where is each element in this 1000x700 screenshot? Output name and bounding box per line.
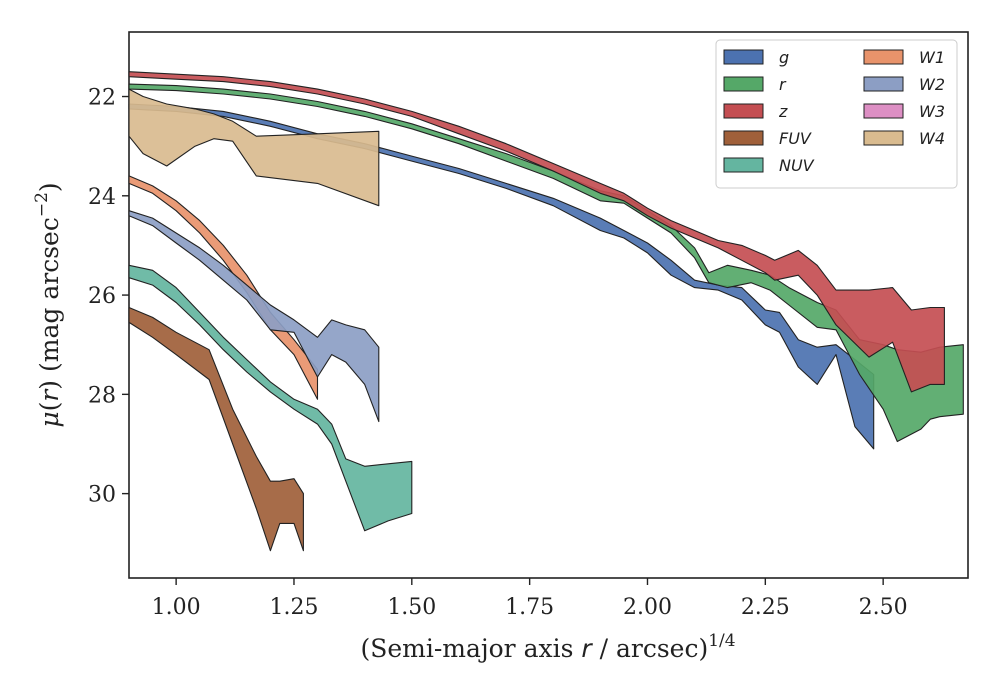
- band-w2: [128, 210, 380, 423]
- x-tick-label: 2.25: [741, 595, 790, 620]
- y-tick-label: 30: [88, 483, 116, 508]
- legend: grz FUV NUV W1 W2 W3 W4: [715, 39, 958, 189]
- legend-label-nuv: NUV: [779, 156, 815, 175]
- profile-bands: [128, 71, 964, 552]
- axis-ticks: 1.00 1.25 1.50 1.75 2.00 2.25 2.50 22 24 26 28 30: [88, 86, 908, 620]
- x-tick-label: 2.00: [623, 595, 672, 620]
- legend-swatch-r: [723, 76, 764, 92]
- x-tick-label: 1.00: [152, 595, 201, 620]
- legend-label-r: r: [779, 75, 787, 94]
- legend-swatch-fuv: [723, 130, 764, 146]
- legend-label-fuv: FUV: [779, 129, 812, 148]
- y-tick-label: 22: [88, 86, 116, 111]
- legend-swatch-nuv: [723, 157, 764, 173]
- x-tick-label: 1.25: [269, 595, 318, 620]
- band-w4: [128, 88, 380, 207]
- legend-label-g: g: [779, 48, 789, 67]
- legend-swatch-w2: [863, 76, 904, 92]
- legend-swatch-w3: [863, 103, 904, 119]
- legend-swatch-z: [723, 103, 764, 119]
- band-w1: [128, 175, 319, 400]
- legend-label-w4: W4: [919, 129, 945, 148]
- legend-label-w1: W1: [919, 48, 945, 67]
- y-tick-label: 28: [88, 383, 116, 408]
- legend-swatch-g: [723, 49, 764, 65]
- legend-label-w3: W3: [919, 102, 945, 121]
- y-tick-label: 24: [88, 185, 116, 210]
- y-tick-label: 26: [88, 284, 116, 309]
- band-nuv: [128, 264, 413, 532]
- x-tick-label: 2.50: [859, 595, 908, 620]
- legend-label-w2: W2: [919, 75, 945, 94]
- x-tick-label: 1.50: [387, 595, 436, 620]
- band-fuv: [128, 306, 304, 552]
- band-z: [128, 71, 945, 393]
- legend-swatch-w4: [863, 130, 904, 146]
- band-g: [128, 103, 875, 450]
- y-axis-title: μ(r) (mag arcsec−2): [32, 182, 64, 427]
- x-axis-title: (Semi-major axis r / arcsec)1/4: [360, 631, 735, 663]
- legend-label-z: z: [778, 102, 788, 121]
- x-tick-label: 1.75: [505, 595, 554, 620]
- legend-swatch-w1: [863, 49, 904, 65]
